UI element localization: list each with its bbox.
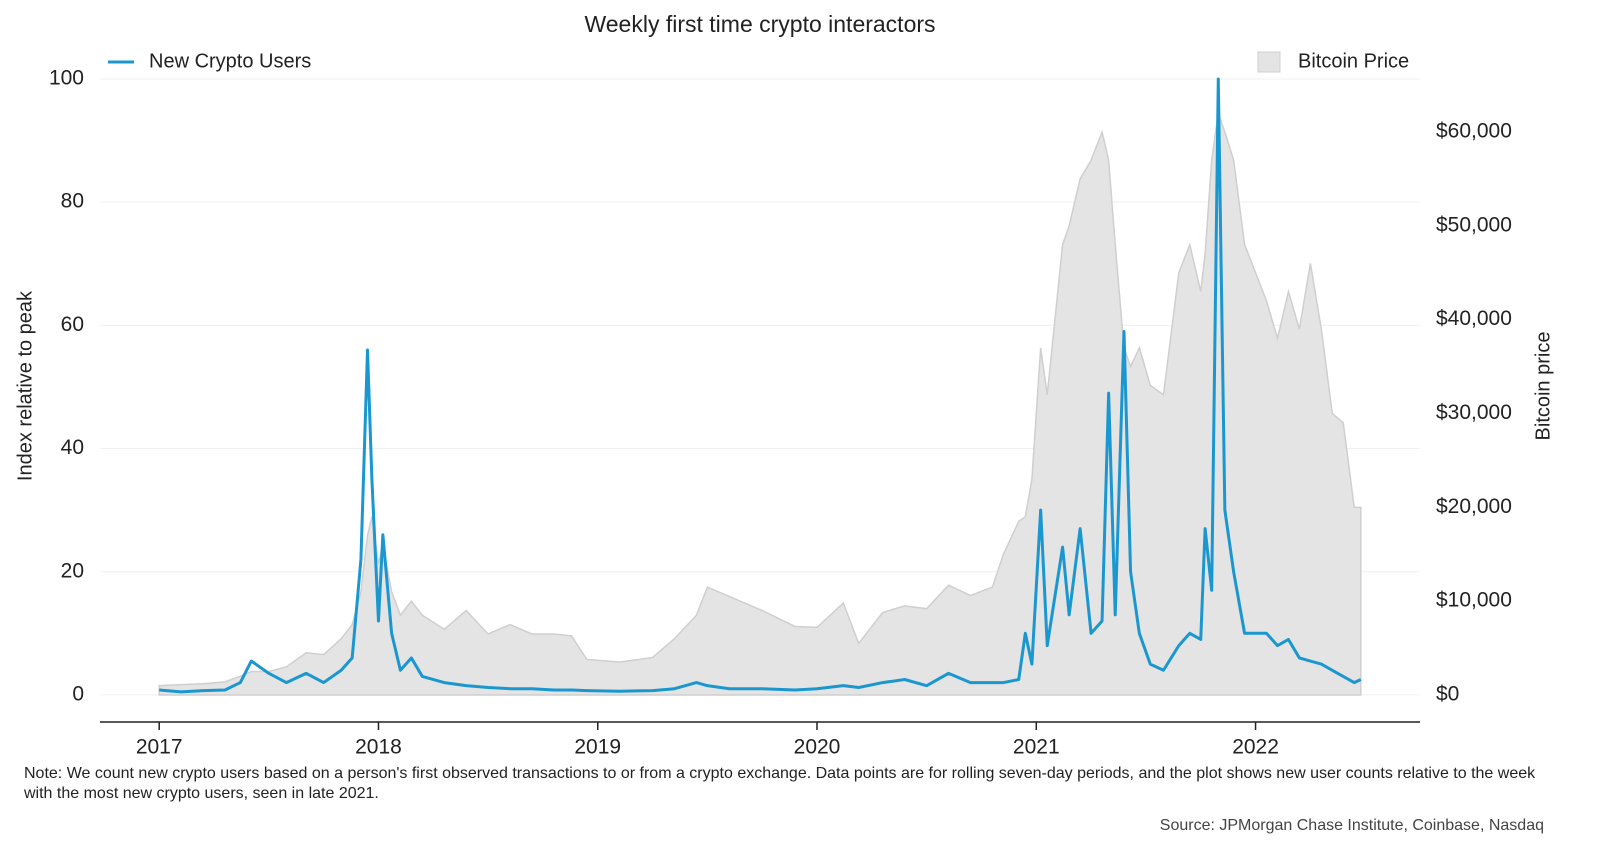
bitcoin-area xyxy=(158,112,1362,696)
x-tick-label: 2018 xyxy=(355,736,402,759)
x-tick-label: 2022 xyxy=(1232,736,1279,759)
note: Note: We count new crypto users based on… xyxy=(24,765,1536,802)
y2-tick-label: $50,000 xyxy=(1436,213,1512,236)
x-tick-label: 2017 xyxy=(136,736,183,759)
users-line xyxy=(159,77,1362,694)
legend-swatch xyxy=(1257,51,1281,73)
y2-tick-label: $20,000 xyxy=(1436,495,1512,518)
y-tick-label: 0 xyxy=(72,682,84,705)
chart-title: Weekly first time crypto interactors xyxy=(584,11,935,37)
y-tick-label: 100 xyxy=(49,67,84,90)
y-tick-label: 40 xyxy=(61,436,84,459)
legend-label: New Crypto Users xyxy=(149,50,311,72)
y2-tick-label: $30,000 xyxy=(1436,401,1512,424)
x-tick-label: 2021 xyxy=(1013,736,1060,759)
y2-tick-label: $10,000 xyxy=(1436,589,1512,612)
y-tick-label: 80 xyxy=(61,190,84,213)
y2-tick-label: $60,000 xyxy=(1436,120,1512,143)
y2-tick-label: $40,000 xyxy=(1436,307,1512,330)
y-tick-label: 20 xyxy=(61,559,84,582)
x-tick-label: 2020 xyxy=(794,736,841,759)
y2-tick-label: $0 xyxy=(1436,683,1459,706)
source: Source: JPMorgan Chase Institute, Coinba… xyxy=(1160,817,1544,834)
y-tick-label: 60 xyxy=(61,313,84,336)
note-box: Note: We count new crypto users based on… xyxy=(24,765,1536,802)
y2-axis-title: Bitcoin price xyxy=(1532,332,1554,441)
legend-label: Bitcoin Price xyxy=(1298,50,1409,72)
y-axis-title: Index relative to peak xyxy=(14,290,36,481)
x-tick-label: 2019 xyxy=(574,736,621,759)
